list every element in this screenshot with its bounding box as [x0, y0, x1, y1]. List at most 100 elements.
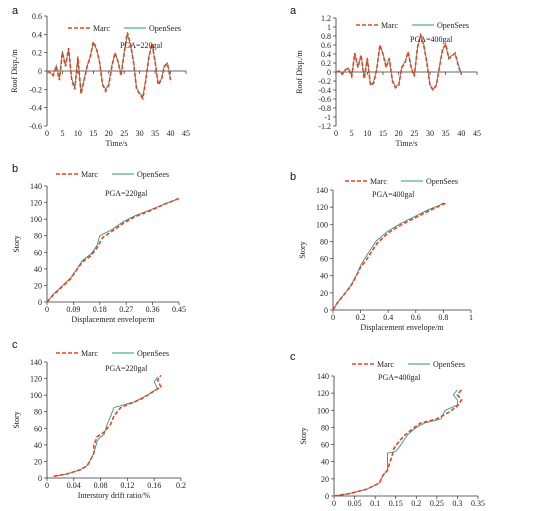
y-tick-label: -1: [324, 113, 331, 122]
x-tick-label: 0: [331, 313, 335, 322]
x-tick-label: 0.15: [389, 499, 403, 508]
x-tick-label: 0.4: [383, 313, 393, 322]
y-tick-label: 40: [321, 458, 329, 467]
y-tick-label: 0: [38, 67, 42, 76]
x-tick-label: 0.09: [66, 305, 80, 314]
x-tick-label: 40: [167, 129, 175, 138]
y-tick-label: 40: [34, 265, 42, 274]
y-axis-label: Story: [12, 411, 21, 428]
panel-letter: b: [290, 171, 296, 183]
x-tick-label: 0.25: [430, 499, 444, 508]
y-tick-label: -0.6: [29, 122, 42, 131]
y-tick-label: 0.4: [321, 50, 331, 59]
y-axis-label: Roof Disp./m: [295, 49, 304, 93]
panel-letter: c: [12, 339, 18, 351]
y-tick-label: 0.6: [321, 41, 331, 50]
chart-c1: c 0 20 40 60 80 100 120 140 0 0.04 0.08 0.12 0.16 0.2 I…: [12, 339, 186, 500]
x-tick-label: 0.04: [67, 481, 81, 490]
x-tick-label: 0.12: [120, 481, 134, 490]
y-tick-label: 60: [321, 441, 329, 450]
y-tick-label: -0.2: [29, 85, 42, 94]
x-tick-label: 0.6: [411, 313, 421, 322]
legend-label-opensees: OpenSees: [437, 21, 469, 30]
y-tick-label: 120: [30, 375, 42, 384]
y-axis-label: Story: [12, 235, 21, 252]
y-tick-label: 1: [327, 23, 331, 32]
x-tick-label: 0.3: [452, 499, 462, 508]
x-tick-label: 40: [457, 129, 465, 138]
chart-b2: b 0 20 40 60 80 100 120 140 0 0.2 0.4 0.6 0.8 1 Displac…: [290, 171, 473, 332]
x-tick-label: 30: [426, 129, 434, 138]
x-tick-label: 0: [332, 499, 336, 508]
y-tick-label: 140: [317, 372, 329, 381]
legend: Marc OpenSees: [68, 24, 181, 33]
y-tick-label: 140: [316, 186, 328, 195]
x-axis-label: Displacement envelope/m: [360, 323, 444, 332]
legend: Marc OpenSees: [356, 21, 469, 30]
series-line-opensees: [53, 376, 159, 477]
legend: Marc OpenSees: [352, 360, 465, 369]
y-tick-label: 120: [317, 389, 329, 398]
y-tick-label: 60: [34, 424, 42, 433]
x-tick-label: 0: [334, 129, 338, 138]
y-tick-label: 0: [325, 492, 329, 501]
x-tick-label: 45: [473, 129, 481, 138]
y-tick-label: 0: [327, 68, 331, 77]
y-tick-label: 120: [30, 199, 42, 208]
legend-label-marc: Marc: [370, 177, 387, 186]
x-tick-label: 0: [45, 305, 49, 314]
y-axis-label: Story: [299, 427, 308, 444]
y-tick-label: -0.6: [318, 95, 331, 104]
legend-label-opensees: OpenSees: [137, 349, 169, 358]
y-tick-label: 0.8: [321, 32, 331, 41]
y-tick-label: 60: [320, 255, 328, 264]
x-tick-label: 0: [45, 129, 49, 138]
x-tick-label: 0.08: [94, 481, 108, 490]
legend-label-marc: Marc: [381, 21, 398, 30]
legend-label-opensees: OpenSees: [137, 170, 169, 179]
y-tick-label: 0: [324, 306, 328, 315]
x-tick-label: 15: [379, 129, 387, 138]
series-line-marc: [46, 197, 180, 303]
panel-letter: a: [290, 5, 297, 17]
x-tick-label: 10: [74, 129, 82, 138]
legend-label-marc: Marc: [93, 24, 110, 33]
x-tick-label: 5: [350, 129, 354, 138]
legend: Marc OpenSees: [345, 177, 458, 186]
y-tick-label: 80: [34, 232, 42, 241]
legend-label-marc: Marc: [377, 360, 394, 369]
series-line-marc: [53, 374, 162, 478]
figure-caption: [0, 503, 535, 511]
y-tick-label: 20: [34, 281, 42, 290]
series-line-marc: [335, 32, 463, 92]
x-tick-label: 5: [60, 129, 64, 138]
y-tick-label: 40: [320, 272, 328, 281]
series-line-marc: [333, 389, 463, 497]
x-tick-label: 0.2: [411, 499, 421, 508]
y-tick-label: 0.2: [321, 59, 331, 68]
legend-label-opensees: OpenSees: [426, 177, 458, 186]
x-tick-label: 0.36: [146, 305, 160, 314]
y-axis-label: Story: [298, 241, 307, 258]
y-tick-label: 100: [30, 215, 42, 224]
y-tick-label: 0: [38, 474, 42, 483]
x-tick-label: 0: [45, 481, 49, 490]
pga-annotation: PGA=400gal: [378, 373, 421, 382]
y-tick-label: 0: [38, 298, 42, 307]
y-tick-label: 60: [34, 248, 42, 257]
y-tick-label: 0.6: [32, 12, 42, 21]
y-tick-label: -1.2: [318, 122, 331, 131]
y-tick-label: 40: [34, 441, 42, 450]
chart-a1: a -0.6 -0.4 -0.2 0 0.2 0.4 0.6 0 5 10 15 20 25 30 35 40 4…: [10, 5, 190, 148]
pga-annotation: PGA=220gal: [105, 364, 148, 373]
x-tick-label: 0.2: [356, 313, 366, 322]
x-axis-label: Interstory drift ratio/%: [78, 491, 151, 500]
x-axis-label: Time/s: [106, 139, 128, 148]
y-tick-label: 80: [320, 237, 328, 246]
x-tick-label: 20: [395, 129, 403, 138]
panel-letter: c: [290, 351, 296, 363]
y-tick-label: 100: [317, 406, 329, 415]
y-axis-label: Roof Disp./m: [10, 48, 19, 92]
legend-label-opensees: OpenSees: [433, 360, 465, 369]
